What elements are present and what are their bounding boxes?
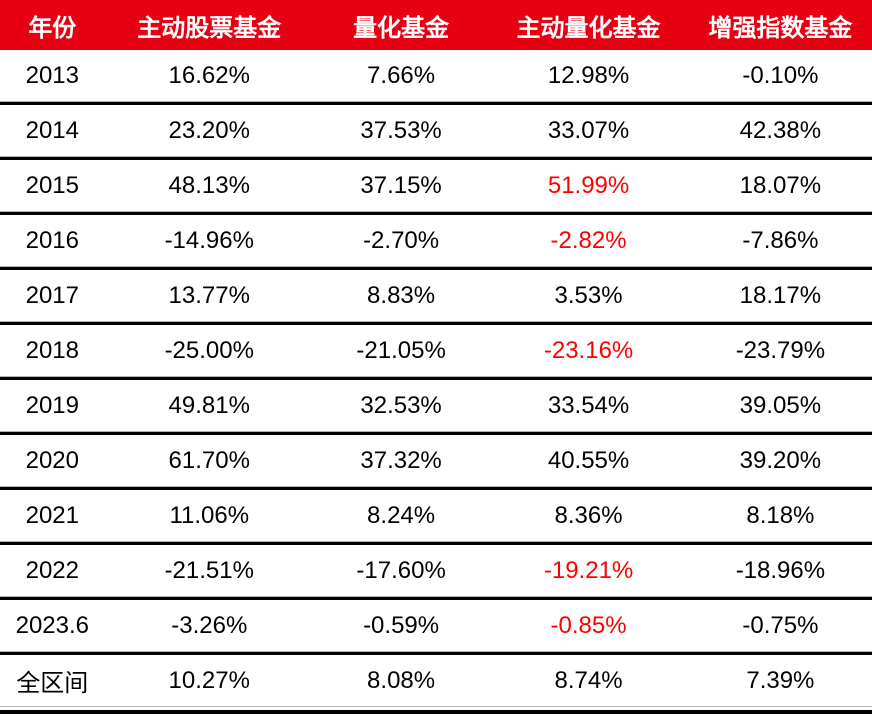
value-cell: 49.81%: [168, 391, 250, 419]
value-cell: 8.36%: [554, 501, 623, 529]
value-cell: -21.51%: [164, 556, 254, 584]
year-cell: 2014: [25, 116, 79, 144]
value-cell: 37.32%: [360, 446, 442, 474]
value-cell: -25.00%: [164, 336, 254, 364]
header-active-stock-funds: 主动股票基金: [137, 14, 282, 42]
table-row-2021: 2021 11.06% 8.24% 8.36% 8.18%: [0, 487, 872, 542]
table-row-2016: 2016 -14.96% -2.70% -2.82% -7.86%: [0, 212, 872, 267]
value-cell: 16.62%: [168, 61, 250, 89]
year-cell: 全区间: [16, 670, 89, 697]
value-cell: -17.60%: [356, 556, 446, 584]
table-row-2015: 2015 48.13% 37.15% 51.99% 18.07%: [0, 157, 872, 212]
value-cell-highlighted: -0.85%: [550, 611, 627, 639]
value-cell: 7.66%: [367, 61, 436, 89]
year-cell: 2015: [25, 171, 79, 199]
value-cell: 48.13%: [168, 171, 250, 199]
value-cell: 12.98%: [547, 61, 630, 89]
value-cell: 8.18%: [746, 501, 815, 529]
value-cell: 3.53%: [554, 281, 623, 309]
value-cell: 8.74%: [554, 666, 623, 694]
header-active-quant-funds: 主动量化基金: [516, 14, 661, 42]
header-quant-funds: 量化基金: [353, 14, 450, 42]
year-cell: 2020: [25, 446, 79, 474]
value-cell: 42.38%: [739, 116, 822, 144]
value-cell: -21.05%: [356, 336, 446, 364]
value-cell: 37.53%: [360, 116, 442, 144]
table-row-2020: 2020 61.70% 37.32% 40.55% 39.20%: [0, 432, 872, 487]
value-cell: 10.27%: [168, 666, 250, 694]
header-year: 年份: [28, 14, 77, 42]
value-cell: 8.24%: [367, 501, 436, 529]
value-cell: 40.55%: [547, 446, 630, 474]
table-bottom-border: [0, 710, 872, 714]
year-cell: 2023.6: [15, 611, 90, 639]
year-cell: 2016: [25, 226, 79, 254]
table-header-row: 年份 主动股票基金 量化基金 主动量化基金 增强指数基金: [0, 0, 872, 50]
value-cell: -18.96%: [735, 556, 826, 584]
value-cell: 23.20%: [168, 116, 250, 144]
value-cell: 11.06%: [169, 501, 250, 529]
value-cell: -2.70%: [363, 226, 440, 254]
table-row-2013: 2013 16.62% 7.66% 12.98% -0.10%: [0, 50, 872, 102]
year-cell: 2021: [25, 501, 79, 529]
value-cell: 8.08%: [367, 666, 436, 694]
value-cell: 39.05%: [739, 391, 822, 419]
value-cell: -0.59%: [363, 611, 440, 639]
table-row-2018: 2018 -25.00% -21.05% -23.16% -23.79%: [0, 322, 872, 377]
value-cell: 7.39%: [746, 666, 815, 694]
value-cell: 33.07%: [547, 116, 630, 144]
value-cell: -23.79%: [735, 336, 826, 364]
table-row-2023-6: 2023.6 -3.26% -0.59% -0.85% -0.75%: [0, 597, 872, 652]
value-cell: -14.96%: [164, 226, 254, 254]
value-cell: 8.83%: [367, 281, 436, 309]
value-cell-highlighted: -19.21%: [543, 556, 634, 584]
value-cell: -3.26%: [171, 611, 248, 639]
value-cell: -0.75%: [742, 611, 819, 639]
table-row-2017: 2017 13.77% 8.83% 3.53% 18.17%: [0, 267, 872, 322]
value-cell: 18.17%: [739, 281, 822, 309]
year-cell: 2022: [25, 556, 79, 584]
table-row-full-period: 全区间 10.27% 8.08% 8.74% 7.39%: [0, 652, 872, 707]
value-cell: 39.20%: [739, 446, 822, 474]
year-cell: 2013: [25, 61, 79, 89]
value-cell: 37.15%: [360, 171, 442, 199]
value-cell: 18.07%: [739, 171, 822, 199]
header-enhanced-index-funds: 增强指数基金: [708, 14, 853, 42]
table-row-2019: 2019 49.81% 32.53% 33.54% 39.05%: [0, 377, 872, 432]
year-cell: 2019: [25, 391, 79, 419]
value-cell: 33.54%: [547, 391, 630, 419]
value-cell: 61.70%: [168, 446, 250, 474]
value-cell: 13.77%: [168, 281, 250, 309]
value-cell-highlighted: -23.16%: [543, 336, 634, 364]
table-row-2014: 2014 23.20% 37.53% 33.07% 42.38%: [0, 102, 872, 157]
value-cell: -0.10%: [742, 61, 819, 89]
value-cell-highlighted: 51.99%: [547, 171, 630, 199]
value-cell: -7.86%: [742, 226, 819, 254]
year-cell: 2018: [25, 336, 79, 364]
value-cell: 32.53%: [360, 391, 442, 419]
year-cell: 2017: [25, 281, 79, 309]
value-cell-highlighted: -2.82%: [550, 226, 627, 254]
table-row-2022: 2022 -21.51% -17.60% -19.21% -18.96%: [0, 542, 872, 597]
